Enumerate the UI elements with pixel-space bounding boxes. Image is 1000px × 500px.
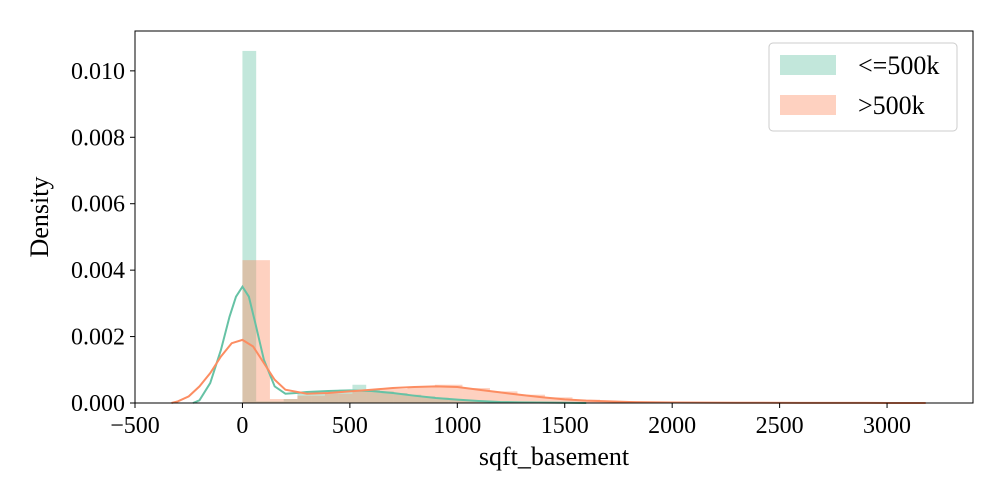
- hist-bar-gt500k: [544, 397, 573, 403]
- y-tick-label: 0.000: [71, 391, 125, 417]
- x-tick-label: 3000: [863, 413, 911, 439]
- x-tick-label: 2500: [756, 413, 804, 439]
- hist-bar-le500k: [434, 397, 449, 403]
- x-tick-label: −500: [110, 413, 160, 439]
- hist-bar-le500k: [393, 393, 408, 403]
- hist-bar-gt500k: [379, 389, 408, 403]
- x-tick-label: 500: [332, 413, 368, 439]
- legend: <=500k >500k: [768, 42, 958, 132]
- hist-bar-le500k: [462, 400, 477, 403]
- hist-bar-gt500k: [462, 388, 490, 403]
- x-tick-label: 0: [236, 413, 248, 439]
- hist-bar-gt500k: [407, 387, 435, 403]
- hist-bar-gt500k: [352, 390, 380, 403]
- legend-label-le500k: <=500k: [858, 51, 939, 80]
- hist-bar-le500k: [283, 399, 298, 403]
- hist-bar-le500k: [407, 394, 422, 403]
- hist-bar-le500k: [338, 389, 353, 403]
- legend-box: [768, 42, 958, 132]
- hist-bar-gt500k: [242, 260, 270, 403]
- hist-bar-le500k: [324, 391, 339, 403]
- legend-swatch-le500k: [780, 55, 836, 75]
- hist-bar-le500k: [421, 396, 435, 403]
- legend-label-gt500k: >500k: [858, 91, 925, 120]
- series-gt500k: [242, 260, 903, 403]
- axes-frame: [134, 30, 974, 404]
- hist-bar-le500k: [297, 393, 312, 403]
- series-le500k: [242, 50, 545, 404]
- x-tick-label: 1500: [541, 413, 589, 439]
- hist-bar-le500k: [269, 401, 284, 403]
- plot-area: [171, 50, 926, 404]
- y-tick-label: 0.002: [71, 325, 125, 351]
- x-tick-label: 1000: [433, 413, 481, 439]
- hist-bar-le500k: [448, 399, 463, 403]
- hist-bar-gt500k: [517, 394, 545, 403]
- y-tick-label: 0.006: [71, 192, 125, 218]
- y-tick-label: 0.008: [71, 125, 125, 151]
- hist-bar-le500k: [366, 389, 380, 403]
- hist-bar-gt500k: [324, 393, 353, 403]
- hist-bar-le500k: [311, 391, 325, 403]
- hist-bar-le500k: [352, 384, 367, 403]
- kde-line-gt500k: [171, 338, 926, 404]
- hist-bar-gt500k: [297, 395, 325, 403]
- y-axis: 0.000 0.002 0.004 0.006 0.008 0.010: [71, 59, 135, 417]
- y-axis-label: Density: [25, 177, 54, 258]
- x-axis-label: sqft_basement: [479, 442, 630, 471]
- x-tick-label: 2000: [648, 413, 696, 439]
- hist-bar-le500k: [379, 391, 394, 403]
- y-tick-label: 0.004: [71, 258, 125, 284]
- hist-bar-le500k: [256, 401, 270, 403]
- hist-bar-gt500k: [489, 391, 518, 403]
- legend-swatch-gt500k: [780, 95, 836, 115]
- y-tick-label: 0.010: [71, 59, 125, 85]
- hist-bar-gt500k: [269, 399, 298, 403]
- x-axis: −500 0 500 1000 1500 2000 2500 3000: [110, 403, 911, 439]
